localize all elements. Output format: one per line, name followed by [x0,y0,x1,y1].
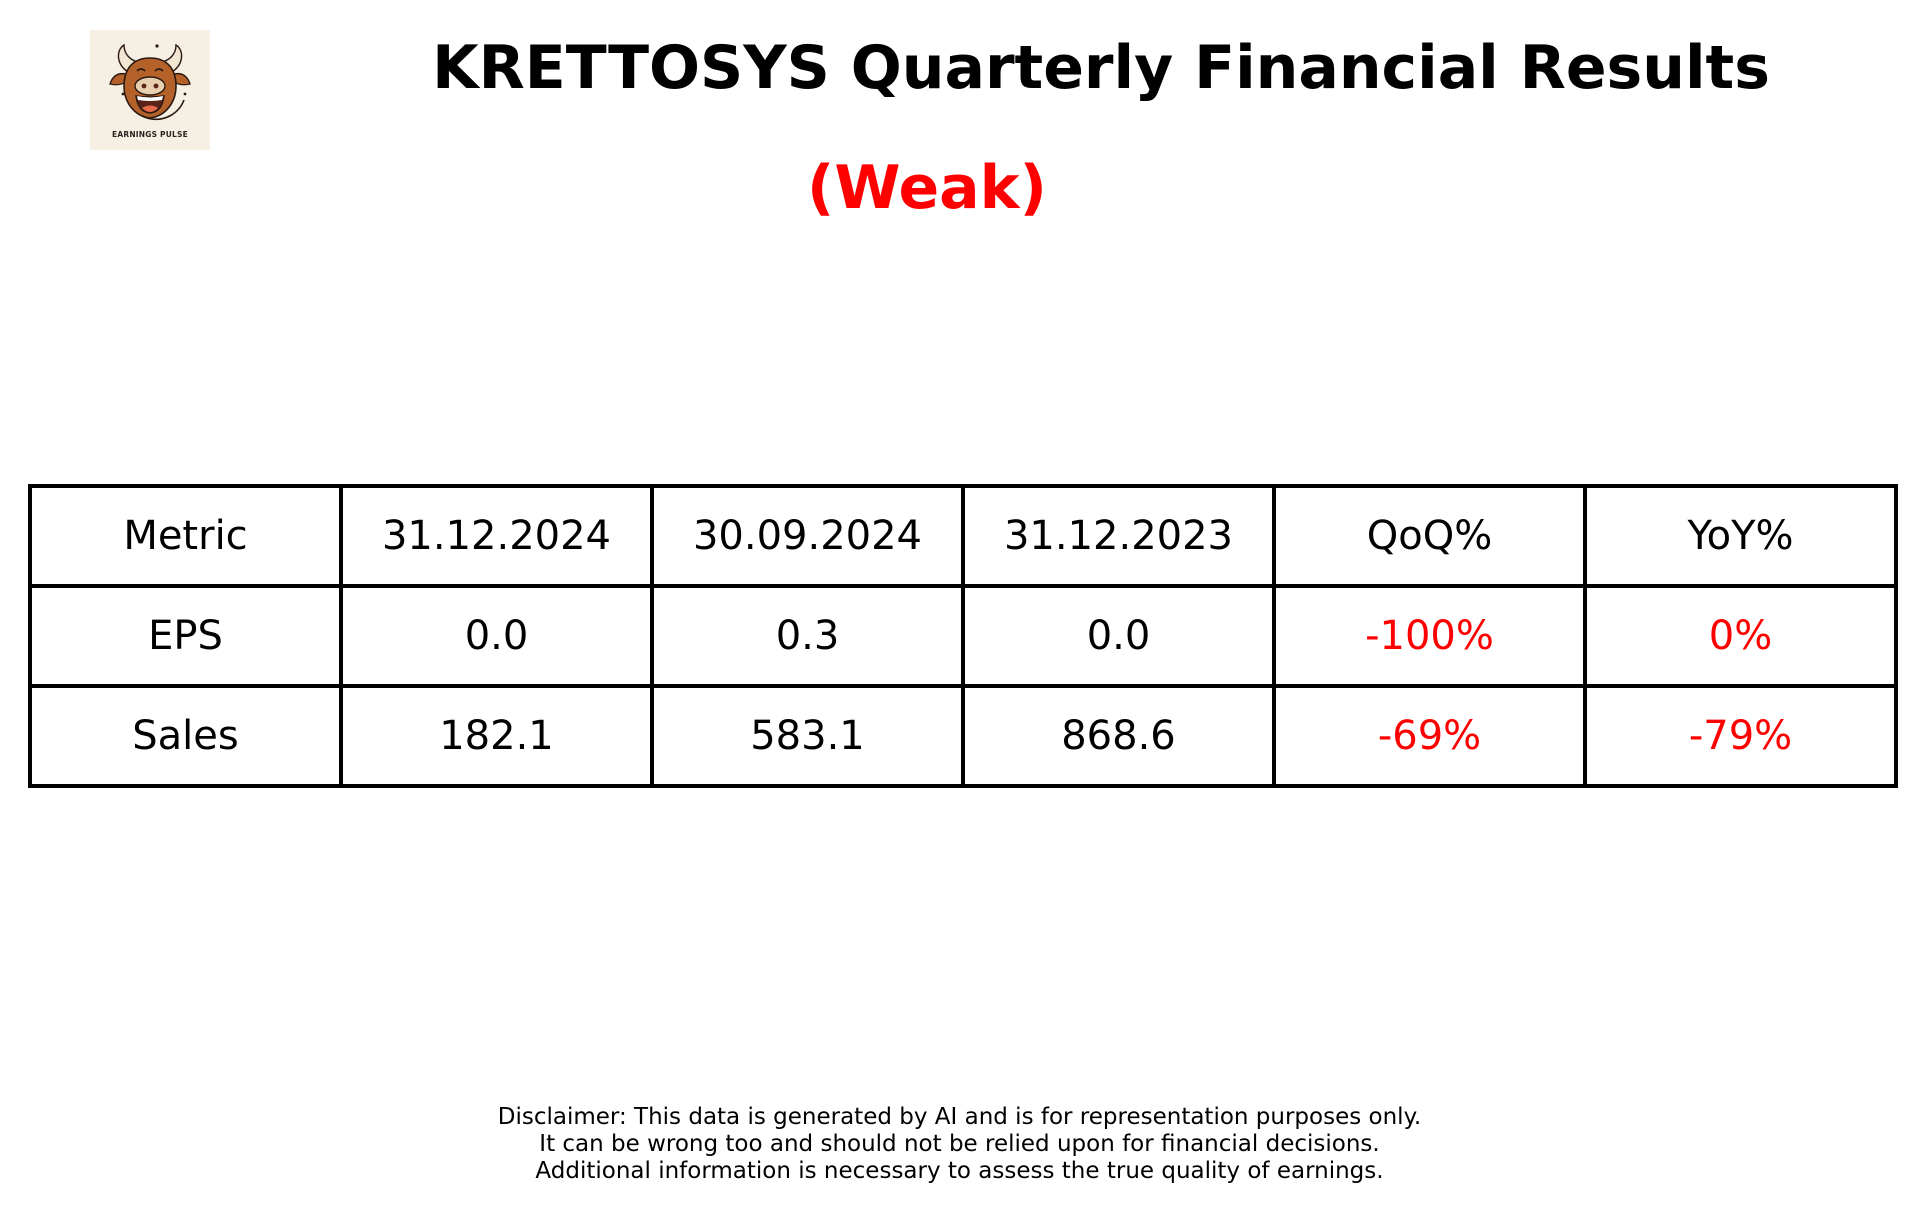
logo-text: EARNINGS PULSE [112,130,188,139]
yoy-change: -79% [1583,684,1898,788]
value-31-12-2024: 182.1 [339,684,654,788]
column-header-qoq: QoQ% [1272,484,1587,588]
value-31-12-2023: 868.6 [961,684,1276,788]
value-31-12-2023: 0.0 [961,584,1276,688]
disclaimer-line: It can be wrong too and should not be re… [539,1131,1380,1157]
yoy-change: 0% [1583,584,1898,688]
table-row: EPS 0.0 0.3 0.0 -100% 0% [28,584,1898,688]
disclaimer-line: Disclaimer: This data is generated by AI… [497,1104,1422,1130]
disclaimer-line: Additional information is necessary to a… [535,1158,1384,1184]
results-table: Metric 31.12.2024 30.09.2024 31.12.2023 … [28,484,1898,788]
column-header-31-12-2024: 31.12.2024 [339,484,654,588]
value-30-09-2024: 0.3 [650,584,965,688]
disclaimer: Disclaimer: This data is generated by AI… [0,1104,1919,1185]
qoq-change: -100% [1272,584,1587,688]
table-row: Sales 182.1 583.1 868.6 -69% -79% [28,684,1898,788]
value-31-12-2024: 0.0 [339,584,654,688]
table-header-row: Metric 31.12.2024 30.09.2024 31.12.2023 … [28,484,1898,588]
page-title: KRETTOSYS Quarterly Financial Results [432,33,1770,103]
column-header-31-12-2023: 31.12.2023 [961,484,1276,588]
bull-head-icon [109,43,191,121]
qoq-change: -69% [1272,684,1587,788]
metric-name: Sales [28,684,343,788]
metric-name: EPS [28,584,343,688]
value-30-09-2024: 583.1 [650,684,965,788]
rating-label: (Weak) [807,153,1047,223]
column-header-metric: Metric [28,484,343,588]
column-header-30-09-2024: 30.09.2024 [650,484,965,588]
earnings-pulse-logo: EARNINGS PULSE [90,30,210,150]
column-header-yoy: YoY% [1583,484,1898,588]
